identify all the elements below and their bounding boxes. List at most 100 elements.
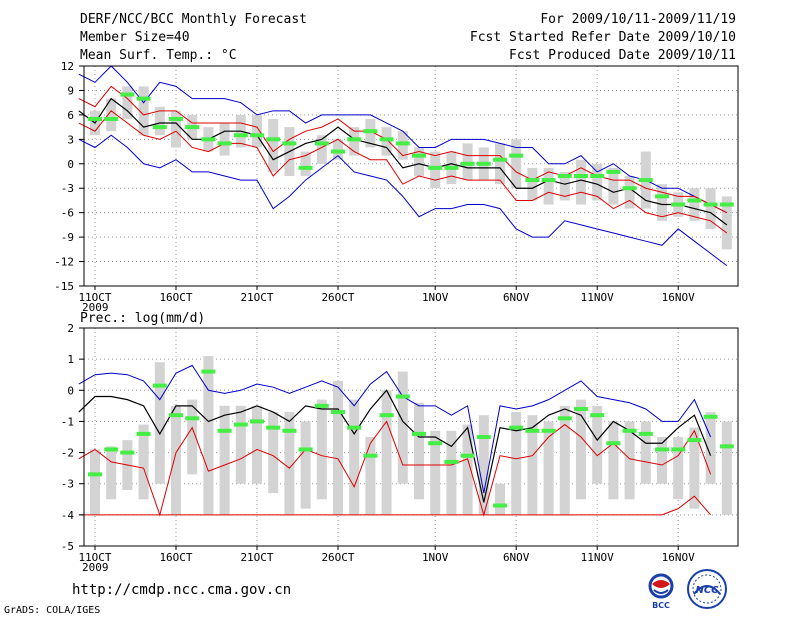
prec-box — [106, 446, 117, 500]
prec-box — [284, 412, 295, 515]
prec-box — [543, 421, 554, 515]
temp-box — [349, 127, 360, 156]
temp-median-marker — [493, 157, 507, 162]
temp-median-marker — [525, 178, 540, 183]
temp-median-marker — [104, 116, 119, 121]
prec-median-marker — [136, 431, 151, 436]
temp-xtick-label: 21OCT — [240, 291, 273, 304]
prec-median-marker — [671, 447, 686, 452]
prec-box — [381, 390, 392, 515]
prec-median-marker — [266, 425, 281, 430]
temp-median-marker — [217, 141, 232, 146]
temp-median-marker — [557, 174, 572, 178]
temp-box — [592, 163, 603, 201]
prec-ytick-label: -3 — [61, 478, 74, 491]
temp-median-marker — [314, 141, 329, 146]
prec-box — [138, 424, 149, 500]
prec-box — [203, 356, 214, 515]
prec-median-marker — [638, 431, 653, 436]
prec-box — [721, 421, 732, 515]
temp-series-lower — [78, 110, 728, 234]
temp-box — [495, 143, 505, 185]
prec-median-marker — [444, 459, 459, 464]
ncc-logo: NCC — [687, 569, 727, 609]
temp-box — [300, 151, 311, 176]
prec-box — [333, 380, 343, 515]
prec-box — [640, 421, 651, 484]
temp-ytick-label: 0 — [67, 158, 74, 171]
prec-median-marker — [331, 410, 345, 415]
temp-median-marker — [574, 174, 588, 178]
prec-median-marker — [525, 428, 540, 433]
temp-median-marker — [266, 137, 281, 142]
temp-median-marker — [671, 202, 686, 207]
prec-median-marker — [687, 438, 702, 443]
header-produced-date: Fcst Produced Date 2009/10/11 — [509, 48, 736, 63]
prec-median-marker — [233, 422, 248, 427]
temp-frame — [83, 65, 739, 287]
prec-median-marker — [201, 369, 216, 374]
prec-median-marker — [655, 447, 669, 452]
temp-median-marker — [152, 125, 167, 130]
temp-series-min — [78, 134, 728, 267]
temp-median-marker — [379, 137, 394, 142]
prec-median-marker — [282, 428, 297, 433]
temp-box — [527, 167, 538, 201]
prec-ytick-label: 0 — [67, 384, 74, 397]
temp-ytick-label: -3 — [61, 182, 74, 195]
prec-box — [673, 437, 684, 500]
prec-box — [495, 483, 505, 515]
prec-median-marker — [363, 453, 378, 458]
temp-median-marker — [201, 137, 216, 142]
prec-median-marker — [250, 419, 264, 424]
temp-ytick-label: 9 — [67, 84, 74, 97]
prec-median-marker — [703, 414, 718, 419]
temp-median-marker — [719, 202, 734, 207]
prec-median-marker — [622, 428, 637, 433]
temp-xtick-label: 26OCT — [321, 291, 354, 304]
temp-ytick-label: -12 — [54, 256, 74, 269]
temp-xtick-label: 16OCT — [159, 291, 192, 304]
temp-median-marker — [541, 178, 556, 183]
prec-median-marker — [395, 394, 410, 399]
temp-box — [138, 86, 149, 136]
prec-series-low — [78, 495, 711, 516]
temp-box — [316, 135, 327, 164]
temp-ytick-label: 3 — [67, 133, 74, 146]
temp-xtick-label: 16NOV — [662, 291, 695, 304]
temp-box — [462, 143, 473, 181]
temp-median-marker — [687, 198, 702, 203]
footer-url[interactable]: http://cmdp.ncc.cma.gov.cn — [72, 582, 292, 598]
prec-ytick-label: 2 — [67, 322, 74, 335]
temp-median-marker — [590, 174, 605, 178]
temp-box — [381, 127, 392, 156]
temp-xtick-label: 11NOV — [581, 291, 614, 304]
prec-ytick-label: 1 — [67, 353, 74, 366]
temp-median-marker — [282, 141, 297, 146]
temp-box — [608, 167, 619, 205]
prec-xtick-label: 6NOV — [503, 551, 530, 564]
prec-xtick-label: 11NOV — [581, 551, 614, 564]
temp-median-marker — [120, 92, 135, 97]
prec-box — [414, 402, 424, 500]
temp-series-max — [78, 65, 728, 214]
prec-ytick-label: -4 — [61, 509, 75, 522]
prec-series-max — [78, 364, 712, 494]
temp-box — [171, 110, 181, 148]
prec-median-marker — [493, 503, 507, 508]
temp-median-marker — [250, 133, 264, 138]
prec-xtick-label: 26OCT — [321, 551, 354, 564]
bcc-logo-text: BCC — [652, 601, 670, 610]
prec-series-mid — [78, 420, 712, 517]
prec-ytick-label: -2 — [61, 447, 74, 460]
prec-median-marker — [120, 450, 135, 455]
temp-median-marker — [298, 165, 313, 170]
temp-median-marker — [622, 186, 637, 191]
prec-median-marker — [152, 383, 167, 388]
prec-box — [300, 421, 311, 509]
temp-series-mean — [78, 97, 728, 226]
temp-box — [559, 171, 570, 201]
prec-median-marker — [412, 431, 426, 436]
temp-median-marker — [655, 194, 669, 199]
